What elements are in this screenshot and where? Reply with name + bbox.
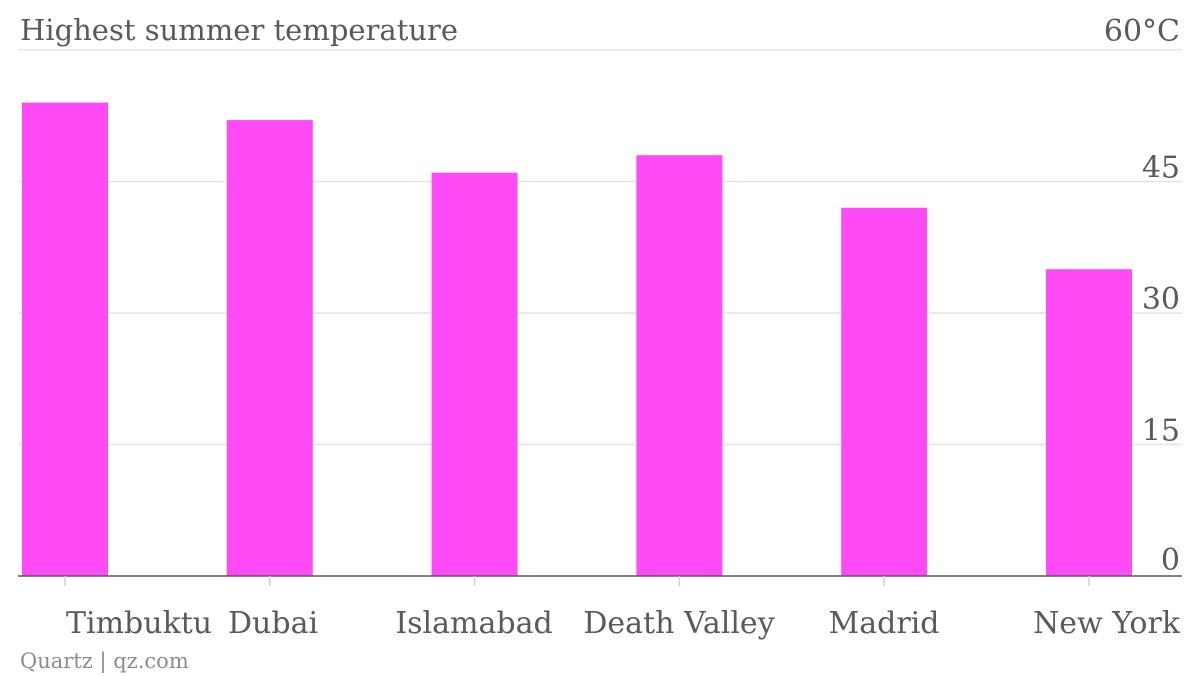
y-tick-label: 0 — [1161, 543, 1180, 578]
x-tick-label: Death Valley — [583, 606, 774, 641]
source-credit: Quartz | qz.com — [20, 649, 189, 674]
x-tick-label: Madrid — [829, 606, 940, 641]
y-tick-label: 45 — [1142, 151, 1180, 186]
bar — [1046, 269, 1132, 576]
bar — [636, 155, 723, 576]
x-axis — [18, 575, 1182, 586]
bars — [22, 102, 1132, 577]
x-tick-label: Dubai — [228, 606, 318, 641]
labels: 0 15 30 45 60°C Timbuktu Dubai Islamabad Death V… — [66, 14, 1181, 641]
y-tick-label: 15 — [1142, 414, 1180, 449]
x-tick-label: New York — [1033, 606, 1181, 641]
y-tick-label: 30 — [1142, 282, 1180, 317]
bar — [431, 172, 518, 576]
chart-title: Highest summer temperature — [20, 13, 458, 47]
bar — [22, 102, 108, 576]
bar — [841, 207, 928, 577]
x-tick-label: Timbuktu — [66, 606, 212, 641]
x-tick-label: Islamabad — [395, 606, 552, 641]
bar — [226, 120, 313, 576]
y-tick-label: 60°C — [1104, 14, 1180, 49]
gridlines — [18, 49, 1182, 446]
